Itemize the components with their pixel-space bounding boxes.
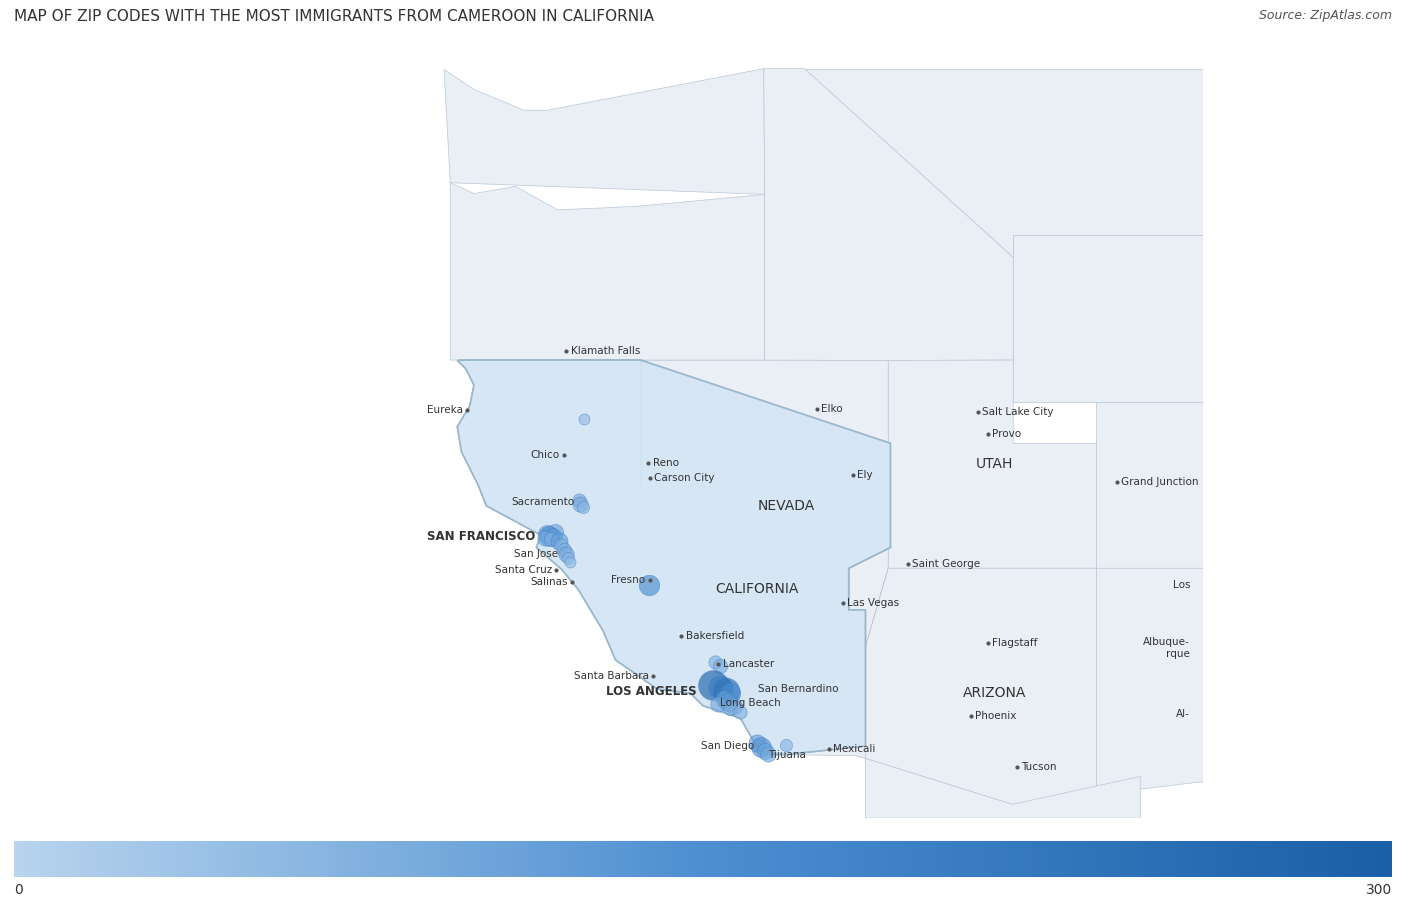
Polygon shape xyxy=(865,360,1097,652)
Text: Santa Cruz: Santa Cruz xyxy=(495,565,551,574)
Polygon shape xyxy=(457,360,890,754)
Text: ARIZONA: ARIZONA xyxy=(963,686,1026,700)
Text: Phoenix: Phoenix xyxy=(974,711,1017,721)
Text: Klamath Falls: Klamath Falls xyxy=(571,346,640,356)
Text: CALIFORNIA: CALIFORNIA xyxy=(716,582,799,596)
Text: Flagstaff: Flagstaff xyxy=(993,638,1038,648)
Text: LOS ANGELES: LOS ANGELES xyxy=(606,685,697,698)
Text: Fresno: Fresno xyxy=(612,574,645,584)
Text: Al-: Al- xyxy=(1177,709,1189,719)
Text: Source: ZipAtlas.com: Source: ZipAtlas.com xyxy=(1258,9,1392,22)
Text: Salinas: Salinas xyxy=(530,577,568,587)
Text: San Bernardino: San Bernardino xyxy=(758,683,838,694)
Text: Santa Barbara: Santa Barbara xyxy=(574,671,650,681)
Polygon shape xyxy=(1097,402,1388,568)
Text: Salt Lake City: Salt Lake City xyxy=(983,406,1054,417)
Polygon shape xyxy=(806,68,1305,257)
Text: SAN FRANCISCO: SAN FRANCISCO xyxy=(427,530,536,543)
Polygon shape xyxy=(856,568,1097,805)
Text: NEVADA: NEVADA xyxy=(758,499,815,512)
Text: Albuque-
rque: Albuque- rque xyxy=(1143,637,1189,659)
Text: MAP OF ZIP CODES WITH THE MOST IMMIGRANTS FROM CAMEROON IN CALIFORNIA: MAP OF ZIP CODES WITH THE MOST IMMIGRANT… xyxy=(14,9,654,24)
Text: San Diego: San Diego xyxy=(702,742,755,752)
Polygon shape xyxy=(450,182,765,360)
Text: Carson City: Carson City xyxy=(654,474,714,484)
Text: San Jose: San Jose xyxy=(513,549,558,559)
Polygon shape xyxy=(641,360,889,718)
Text: Las Vegas: Las Vegas xyxy=(846,598,900,608)
Text: Tucson: Tucson xyxy=(1021,762,1056,772)
Text: Bakersfield: Bakersfield xyxy=(686,631,744,641)
Text: 0: 0 xyxy=(14,883,22,897)
Text: Ely: Ely xyxy=(858,469,873,479)
Text: Elko: Elko xyxy=(821,404,842,414)
Polygon shape xyxy=(1012,568,1388,805)
Polygon shape xyxy=(444,68,765,194)
Text: Los: Los xyxy=(1173,580,1189,590)
Text: Reno: Reno xyxy=(652,458,679,467)
Text: Chico: Chico xyxy=(530,450,560,459)
Text: Long Beach: Long Beach xyxy=(720,698,780,708)
Polygon shape xyxy=(457,360,890,754)
Polygon shape xyxy=(761,746,1140,818)
Text: Sacramento: Sacramento xyxy=(512,497,574,507)
Text: Mexicali: Mexicali xyxy=(834,744,876,754)
Text: Eureka: Eureka xyxy=(427,405,463,415)
Text: Provo: Provo xyxy=(993,429,1021,439)
Text: Saint George: Saint George xyxy=(912,559,980,569)
Polygon shape xyxy=(1014,236,1305,402)
Text: UTAH: UTAH xyxy=(976,458,1014,471)
Text: Grand Junction: Grand Junction xyxy=(1122,477,1199,487)
Text: Tijuana: Tijuana xyxy=(768,750,806,760)
Text: Lancaster: Lancaster xyxy=(723,659,773,669)
Polygon shape xyxy=(763,68,1014,360)
Text: 300: 300 xyxy=(1365,883,1392,897)
